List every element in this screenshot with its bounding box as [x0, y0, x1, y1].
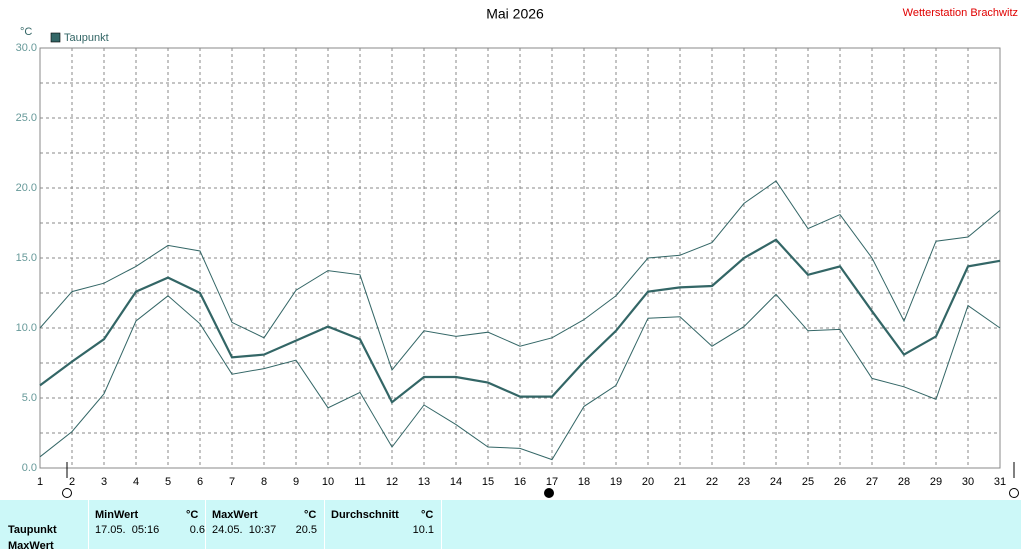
- x-tick-label: 31: [994, 476, 1006, 488]
- series-line: [39, 238, 1001, 404]
- y-tick-label: 20.0: [16, 182, 37, 194]
- divider: [324, 500, 325, 549]
- x-tick-label: 29: [930, 476, 942, 488]
- series-line: [39, 293, 1001, 461]
- header: °C: [421, 509, 434, 521]
- moon-phase: [544, 488, 554, 498]
- y-unit: °C: [20, 26, 32, 38]
- cell: 10.1: [412, 524, 434, 536]
- cell: 20.5: [295, 524, 317, 536]
- x-tick-label: 18: [578, 476, 590, 488]
- header: Durchschnitt: [331, 509, 399, 521]
- moon-phase: [62, 488, 72, 498]
- divider: [441, 500, 442, 549]
- x-tick-label: 21: [674, 476, 686, 488]
- x-tick-label: 13: [418, 476, 430, 488]
- x-tick-label: 28: [898, 476, 910, 488]
- row-label: MaxWert: [8, 540, 54, 552]
- cell: 0.6: [189, 524, 205, 536]
- chart-title: Mai 2026: [486, 6, 544, 22]
- x-tick-label: 25: [802, 476, 814, 488]
- x-tick-label: 7: [229, 476, 235, 488]
- table-body: MinWert °C MaxWert °C Durchschnitt °C Ta…: [0, 500, 442, 552]
- moon-phase: [1009, 488, 1019, 498]
- y-tick-label: 15.0: [16, 252, 37, 264]
- x-tick-label: 2: [69, 476, 75, 488]
- x-tick-label: 16: [514, 476, 526, 488]
- y-tick-label: 5.0: [22, 392, 37, 404]
- x-tick-label: 5: [165, 476, 171, 488]
- x-tick-label: 12: [386, 476, 398, 488]
- chart: Mai 2026 Wetterstation Brachwitz °C 0.0 5…: [16, 6, 1019, 498]
- header: MinWert: [95, 509, 139, 521]
- x-tick-label: 17: [546, 476, 558, 488]
- x-tick-label: 15: [482, 476, 494, 488]
- x-tick-label: 8: [261, 476, 267, 488]
- x-tick-label: 24: [770, 476, 782, 488]
- x-tick-label: 9: [293, 476, 299, 488]
- cell: 17.05. 05:16: [95, 524, 160, 536]
- header: °C: [304, 509, 317, 521]
- header: °C: [186, 509, 199, 521]
- series-line: [39, 180, 1001, 372]
- row-label: Taupunkt: [8, 524, 57, 536]
- header: MaxWert: [212, 509, 258, 521]
- divider: [205, 500, 206, 549]
- y-tick-label: 10.0: [16, 322, 37, 334]
- x-tick-label: 10: [322, 476, 334, 488]
- divider: [88, 500, 89, 549]
- x-tick-label: 19: [610, 476, 622, 488]
- y-tick-label: 25.0: [16, 112, 37, 124]
- y-tick-label: 30.0: [16, 42, 37, 54]
- x-tick-label: 3: [101, 476, 107, 488]
- x-tick-label: 14: [450, 476, 462, 488]
- stats-table: MinWert °C MaxWert °C Durchschnitt °C Ta…: [0, 500, 1021, 552]
- legend-swatch: [50, 32, 61, 43]
- x-tick-label: 20: [642, 476, 654, 488]
- x-tick-label: 27: [866, 476, 878, 488]
- x-tick-label: 1: [37, 476, 43, 488]
- station-name: Wetterstation Brachwitz: [903, 7, 1018, 19]
- x-tick-label: 26: [834, 476, 846, 488]
- cell: 24.05. 10:37: [212, 524, 277, 536]
- y-tick-label: 0.0: [22, 462, 37, 474]
- legend-label: Taupunkt: [64, 32, 109, 44]
- x-tick-label: 6: [197, 476, 203, 488]
- x-tick-label: 30: [962, 476, 974, 488]
- x-tick-label: 11: [354, 476, 365, 488]
- x-tick-label: 4: [133, 476, 139, 488]
- x-tick-label: 23: [738, 476, 750, 488]
- x-tick-label: 22: [706, 476, 718, 488]
